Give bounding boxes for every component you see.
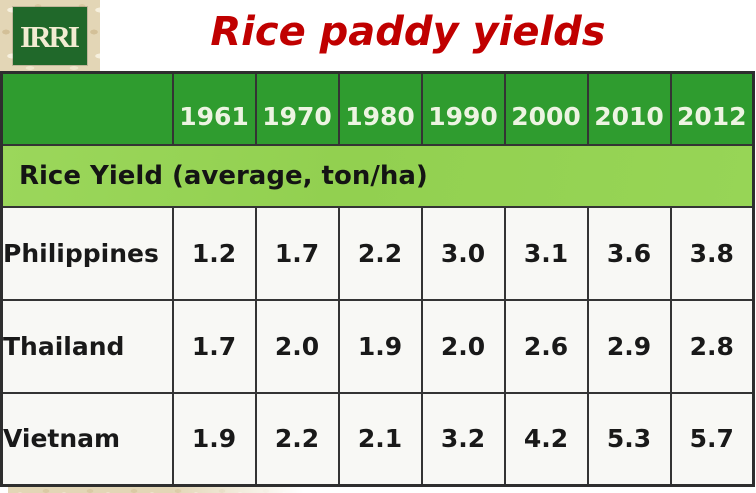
slide-title: Rice paddy yields (210, 9, 606, 55)
value-cell: 2.2 (254, 391, 340, 487)
country-cell: Vietnam (0, 391, 174, 487)
value-cell: 2.9 (586, 298, 672, 394)
value-cell: 3.8 (669, 205, 755, 301)
year-header-2010: 2010 (586, 71, 672, 146)
value-cell: 3.6 (586, 205, 672, 301)
value-cell: 1.9 (337, 298, 423, 394)
irri-logo: IRRI (13, 7, 87, 65)
value-cell: 1.7 (171, 298, 257, 394)
year-header-1980: 1980 (337, 71, 423, 146)
rice-yield-table: 1961 1970 1980 1990 2000 2010 2012 Rice … (0, 71, 755, 487)
value-cell: 3.2 (420, 391, 506, 487)
value-cell: 2.0 (254, 298, 340, 394)
year-header-1990: 1990 (420, 71, 506, 146)
value-cell: 3.0 (420, 205, 506, 301)
year-header-1961: 1961 (171, 71, 257, 146)
table-row-philippines: Philippines 1.2 1.7 2.2 3.0 3.1 3.6 3.8 (0, 205, 755, 301)
irri-logo-text: IRRI (20, 18, 80, 54)
year-header-2012: 2012 (669, 71, 755, 146)
value-cell: 3.1 (503, 205, 589, 301)
value-cell: 2.0 (420, 298, 506, 394)
value-cell: 2.1 (337, 391, 423, 487)
value-cell: 2.6 (503, 298, 589, 394)
value-cell: 2.2 (337, 205, 423, 301)
value-cell: 5.3 (586, 391, 672, 487)
corner-cell (0, 71, 174, 146)
year-header-row: 1961 1970 1980 1990 2000 2010 2012 (0, 71, 755, 146)
subheader-row: Rice Yield (average, ton/ha) (0, 143, 755, 208)
year-header-2000: 2000 (503, 71, 589, 146)
table-subheader: Rice Yield (average, ton/ha) (0, 143, 755, 208)
year-header-1970: 1970 (254, 71, 340, 146)
value-cell: 2.8 (669, 298, 755, 394)
value-cell: 1.7 (254, 205, 340, 301)
value-cell: 1.9 (171, 391, 257, 487)
country-cell: Thailand (0, 298, 174, 394)
value-cell: 5.7 (669, 391, 755, 487)
table-row-thailand: Thailand 1.7 2.0 1.9 2.0 2.6 2.9 2.8 (0, 298, 755, 394)
value-cell: 1.2 (171, 205, 257, 301)
country-cell: Philippines (0, 205, 174, 301)
table-row-vietnam: Vietnam 1.9 2.2 2.1 3.2 4.2 5.3 5.7 (0, 391, 755, 487)
value-cell: 4.2 (503, 391, 589, 487)
rice-grain-texture-bottom (8, 485, 304, 493)
